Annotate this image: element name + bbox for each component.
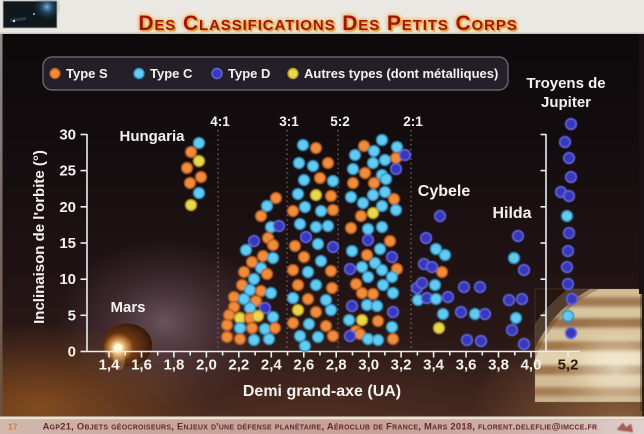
svg-text:3,6: 3,6	[456, 357, 477, 374]
svg-text:2,8: 2,8	[326, 357, 347, 374]
svg-text:1,8: 1,8	[163, 357, 184, 374]
svg-text:Des Classifications Des Petits: Des Classifications Des Petits Corps	[138, 12, 517, 35]
svg-text:2,2: 2,2	[228, 357, 249, 374]
svg-text:Hilda: Hilda	[492, 205, 531, 222]
svg-text:5:2: 5:2	[330, 114, 350, 129]
svg-text:15: 15	[59, 235, 76, 252]
svg-text:1,4: 1,4	[99, 357, 121, 374]
svg-text:Jupiter: Jupiter	[541, 94, 591, 111]
svg-text:4,0: 4,0	[521, 357, 542, 374]
svg-text:2,6: 2,6	[293, 357, 314, 374]
svg-text:Type D: Type D	[228, 66, 270, 81]
svg-text:0: 0	[68, 344, 76, 361]
svg-text:3,8: 3,8	[488, 357, 509, 374]
svg-text:Inclinaison de l'orbite (°): Inclinaison de l'orbite (°)	[31, 150, 48, 324]
svg-text:3:1: 3:1	[279, 114, 299, 129]
svg-text:Cybele: Cybele	[418, 183, 471, 200]
svg-text:25: 25	[59, 163, 76, 180]
svg-text:5: 5	[68, 307, 76, 324]
svg-text:30: 30	[59, 127, 76, 144]
svg-text:2:1: 2:1	[403, 114, 423, 129]
svg-text:Hungaria: Hungaria	[119, 128, 185, 145]
svg-text:17: 17	[8, 422, 18, 432]
svg-text:Demi grand-axe (UA): Demi grand-axe (UA)	[243, 383, 401, 400]
svg-text:1,6: 1,6	[131, 357, 152, 374]
svg-text:Type C: Type C	[150, 66, 193, 81]
svg-text:Troyens de: Troyens de	[526, 75, 605, 92]
svg-text:5,2: 5,2	[558, 357, 579, 374]
svg-text:Agp21, Objets géocroiseurs, En: Agp21, Objets géocroiseurs, Enjeux d'une…	[43, 420, 598, 431]
svg-text:3,2: 3,2	[391, 357, 412, 374]
svg-text:Autres types (dont métalliques: Autres types (dont métalliques)	[304, 66, 498, 81]
svg-text:20: 20	[59, 199, 76, 216]
svg-text:2,4: 2,4	[261, 357, 283, 374]
svg-text:Mars: Mars	[110, 299, 145, 316]
svg-text:4:1: 4:1	[210, 114, 230, 129]
svg-text:2,0: 2,0	[196, 357, 217, 374]
svg-text:10: 10	[59, 271, 76, 288]
svg-text:3,4: 3,4	[423, 357, 445, 374]
svg-text:3,0: 3,0	[358, 357, 379, 374]
svg-text:Type S: Type S	[66, 66, 108, 81]
